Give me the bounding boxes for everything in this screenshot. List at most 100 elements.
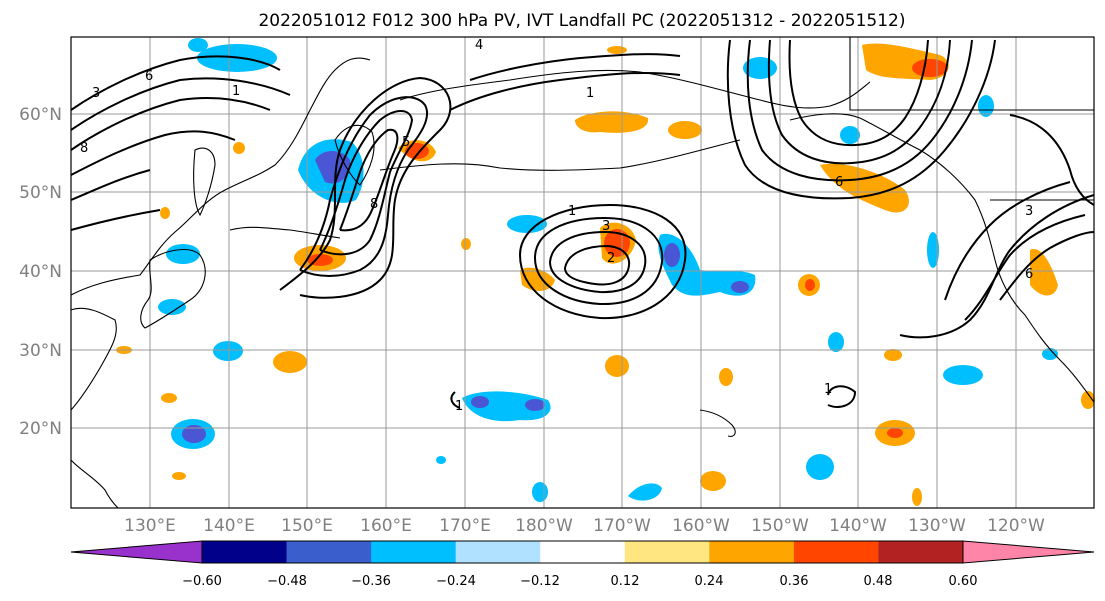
colorbar-outline (201, 540, 964, 564)
neg-blob-20 (1042, 348, 1058, 360)
colorbar-segments (71, 541, 1094, 563)
contour-label-6: 6 (145, 69, 153, 84)
colorbar-segment (709, 541, 795, 563)
lon-label-140w: 140°W (829, 516, 887, 536)
colorbar-segment (793, 541, 879, 563)
pos-blob-15 (700, 471, 726, 491)
lon-label-150e: 150°E (281, 516, 333, 536)
colorbar-tick-label: −0.48 (267, 574, 307, 589)
pos-blob-10-core (805, 279, 815, 291)
lon-label-170w: 170°W (593, 516, 651, 536)
pos-blob-12 (605, 355, 629, 377)
neg-blob-15 (828, 332, 844, 352)
contour-west-4 (70, 130, 236, 176)
pos-blob-16 (161, 393, 177, 403)
map-panel: 4 1 3 6 8 1 3 2 1 6 6 3 1 1 8 5 (70, 36, 1095, 509)
contour-cutoff-low-4 (563, 244, 630, 286)
contour-label-1: 1 (232, 84, 240, 99)
neg-blob-2 (188, 38, 208, 52)
coast-china-korea (70, 307, 117, 411)
coast-kuril (229, 226, 341, 239)
figure-title: 2022051012 F012 300 hPa PV, IVT Landfall… (258, 11, 905, 31)
contour-cutoff-low-3 (548, 230, 647, 294)
lon-label-140e: 140°E (203, 516, 255, 536)
coast-aleutians (379, 139, 741, 171)
neg-blob-17 (806, 454, 834, 480)
colorbar-tick-label: 0.60 (949, 574, 978, 589)
pos-blob-23 (912, 488, 922, 506)
contour-small-loop-west (450, 391, 461, 409)
negative-anomaly-blobs (158, 38, 1058, 502)
contour-west-2 (70, 77, 291, 131)
colorbar-tick-label: −0.60 (182, 574, 222, 589)
neg-blob-10-core (471, 396, 489, 408)
contour-west-1 (70, 55, 281, 111)
neg-blob-16 (943, 365, 983, 385)
lon-label-130w: 130°W (908, 516, 966, 536)
contour-kamchatka-loop-1 (279, 76, 452, 299)
contour-label-3c: 3 (1025, 204, 1033, 219)
contour-kamchatka-loop-2 (299, 96, 428, 277)
pos-blob-9 (1030, 249, 1058, 296)
colorbar-extend-max (963, 541, 1094, 563)
colorbar-segment (286, 541, 372, 563)
contour-gulf-trough-2 (746, 39, 973, 182)
colorbar-ticks: −0.60 −0.48 −0.36 −0.24 −0.12 0.12 0.24 … (182, 574, 977, 589)
neg-blob-10-core2 (525, 399, 545, 411)
colorbar-segment (455, 541, 541, 563)
contour-east-4 (999, 231, 1095, 301)
pos-blob-14-core (887, 428, 903, 438)
contour-east-3 (964, 214, 1086, 321)
contour-label-1d: 1 (824, 382, 832, 397)
pv-contours (70, 39, 1095, 409)
colorbar-tick-label: 0.36 (780, 574, 809, 589)
latitude-labels: 60°N 50°N 40°N 30°N 20°N (19, 105, 62, 439)
lat-label-20n: 20°N (19, 419, 62, 439)
neg-blob-12 (840, 126, 860, 144)
contour-label-3: 3 (92, 86, 100, 101)
contour-label-1e: 1 (455, 399, 463, 414)
colorbar-segment (624, 541, 710, 563)
coast-asia-mainland (70, 57, 371, 296)
contour-cutoff-low-1 (518, 203, 687, 320)
contour-west-3 (70, 97, 271, 151)
pos-blob-21 (607, 46, 627, 54)
contour-label-2: 2 (607, 251, 615, 266)
contour-small-loop-east (827, 385, 857, 408)
colorbar-segment (202, 541, 288, 563)
coastlines (70, 37, 1095, 509)
contour-west-5 (70, 169, 151, 201)
pos-blob-22 (884, 349, 902, 361)
pos-blob-8-core (912, 59, 948, 77)
neg-blob-5 (158, 299, 186, 315)
contour-kamchatka-loop-4 (339, 128, 399, 232)
lon-label-120w: 120°W (987, 516, 1045, 536)
pos-blob-3-core (604, 229, 630, 257)
contour-gulf-trough-3 (767, 39, 951, 165)
coast-bering (399, 69, 871, 109)
pos-blob-13 (719, 368, 733, 386)
lat-label-40n: 40°N (19, 262, 62, 282)
colorbar-tick-label: 0.48 (864, 574, 893, 589)
contour-label-4: 4 (475, 38, 483, 53)
contour-label-1c: 1 (586, 86, 594, 101)
contour-cutoff-low-2 (533, 216, 664, 306)
colorbar-tick-label: −0.24 (436, 574, 476, 589)
contour-label-1b: 1 (568, 204, 576, 219)
coast-philippines (70, 459, 119, 509)
contour-label-3b: 3 (602, 219, 610, 234)
contour-north-1 (449, 71, 681, 111)
coast-border-alaska (849, 37, 1094, 111)
contour-kamchatka-loop-3 (319, 110, 414, 256)
colorbar-tick-label: −0.36 (351, 574, 391, 589)
colorbar-extend-min (71, 541, 202, 563)
contour-label-8b: 8 (370, 197, 378, 212)
pos-blob-24 (1081, 391, 1095, 409)
contour-gulf-trough-1 (726, 39, 996, 200)
neg-blob-9-core (664, 243, 680, 267)
lat-label-30n: 30°N (19, 341, 62, 361)
pos-blob-20 (461, 238, 471, 250)
contour-label-8: 8 (80, 141, 88, 156)
colorbar-tick-label: −0.12 (520, 574, 560, 589)
